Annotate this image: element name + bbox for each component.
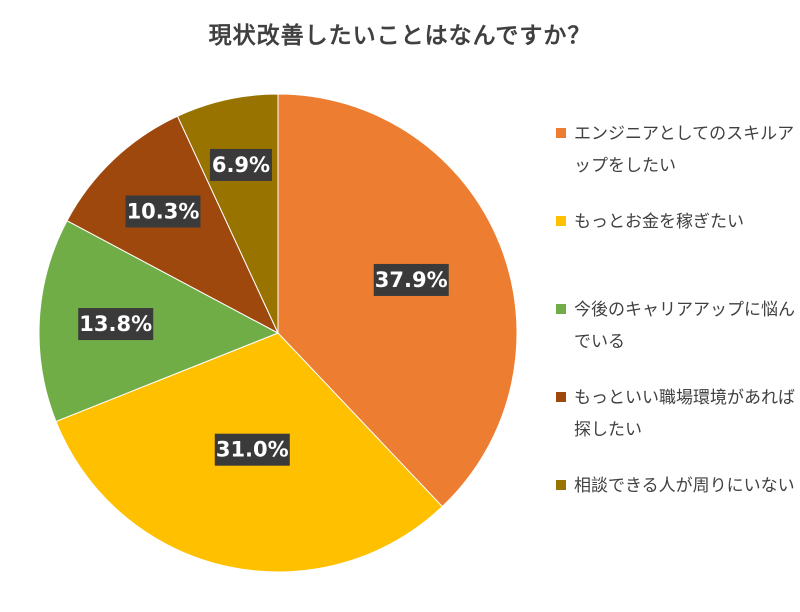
data-label-workplace: 10.3% [125,195,201,228]
data-label-box [78,308,154,341]
legend-swatch [556,216,566,226]
data-label-text: 6.9% [212,153,270,177]
chart-title: 現状改善したいことはなんですか？ [208,23,592,49]
pie-data-labels: 37.9% 31.0% 13.8% 10.3% 6.9% [78,148,449,466]
data-label-box [125,195,201,228]
chart-legend: エンジニアとしてのスキルアップをしたい もっとお金を稼ぎたい 今後のキャリアアッ… [556,118,796,558]
legend-swatch [556,304,566,314]
legend-swatch [556,480,566,490]
data-label-box [214,433,290,466]
legend-label: 相談できる人が周りにいない [574,476,795,496]
data-label-career: 13.8% [78,308,154,341]
legend-item-career: 今後のキャリアアップに悩んでいる [556,294,796,382]
legend-label: もっとお金を稼ぎたい [574,212,744,232]
data-label-text: 31.0% [216,438,289,462]
legend-label: 今後のキャリアアップに悩んでいる [574,300,795,352]
data-label-box [209,148,272,181]
legend-label: もっといい職場環境があれば探したい [574,388,795,440]
legend-label: エンジニアとしてのスキルアップをしたい [574,124,795,176]
data-label-box [373,263,449,296]
data-label-money: 31.0% [214,433,290,466]
data-label-text: 13.8% [79,312,152,336]
data-label-skill-up: 37.9% [373,263,449,296]
legend-swatch [556,392,566,402]
legend-item-money: もっとお金を稼ぎたい [556,206,796,294]
legend-item-mentor: 相談できる人が周りにいない [556,470,796,558]
data-label-text: 37.9% [375,268,448,292]
legend-swatch [556,128,566,138]
data-label-text: 10.3% [127,199,200,223]
legend-item-skill-up: エンジニアとしてのスキルアップをしたい [556,118,796,206]
pie-slice-skill-up [277,93,518,508]
legend-item-workplace: もっといい職場環境があれば探したい [556,382,796,470]
data-label-mentor: 6.9% [209,148,272,181]
pie-slice-career [38,220,280,423]
